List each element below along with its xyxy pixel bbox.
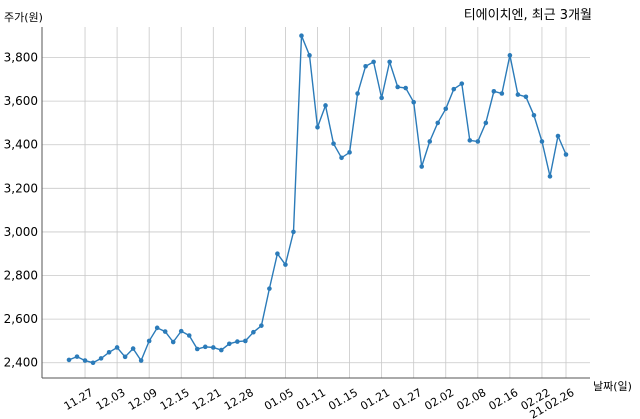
price-point (227, 341, 232, 347)
price-point (291, 229, 296, 235)
y-tick-label: 2,800 (4, 269, 38, 283)
price-point (395, 84, 400, 90)
price-point (122, 354, 128, 360)
price-point (419, 164, 425, 169)
price-point (523, 94, 529, 100)
price-point (451, 86, 457, 92)
price-point (459, 81, 465, 86)
price-point (210, 345, 216, 350)
price-point (315, 124, 320, 130)
price-point (154, 325, 160, 331)
price-point (483, 120, 489, 126)
axes (41, 27, 590, 379)
x-tick-label: 12.21 (190, 386, 224, 413)
price-point (347, 150, 352, 155)
y-tick-label: 2,600 (4, 312, 38, 326)
price-point (138, 358, 144, 363)
price-point (82, 358, 88, 363)
price-point (178, 328, 184, 334)
price-point (355, 91, 360, 96)
price-point (194, 346, 200, 352)
price-point (283, 262, 288, 267)
price-point (467, 138, 473, 143)
price-point (379, 95, 384, 101)
grid-lines (42, 27, 590, 378)
price-point (307, 53, 312, 58)
y-axis-label: 주가(원) (4, 11, 43, 24)
price-point (475, 139, 481, 144)
x-tick-label: 12.28 (222, 386, 256, 413)
y-tick-label: 3,400 (4, 138, 38, 152)
price-point (299, 33, 304, 39)
price-point (259, 323, 264, 328)
price-point (507, 53, 513, 58)
price-point (331, 141, 336, 146)
x-tick-label: 01.15 (326, 386, 360, 413)
y-tick-label: 3,000 (4, 225, 38, 239)
x-tick-label: 01.27 (390, 386, 424, 413)
price-point (539, 139, 545, 144)
x-tick-label: 02.08 (454, 386, 488, 413)
price-point (435, 120, 441, 126)
x-tick-label: 02.02 (422, 386, 456, 413)
price-point (531, 112, 537, 118)
price-point (235, 339, 240, 344)
price-point (186, 333, 192, 338)
price-point (323, 103, 328, 108)
price-point (170, 339, 176, 345)
price-point (403, 85, 408, 91)
x-tick-label: 02.16 (487, 386, 521, 413)
x-tick-label: 12.15 (158, 386, 192, 413)
y-tick-label: 3,800 (4, 51, 38, 65)
x-tick-label: 01.21 (358, 386, 392, 413)
price-point (146, 338, 152, 344)
x-tick-label: 01.05 (262, 386, 296, 413)
price-point (90, 360, 96, 366)
price-point (371, 59, 376, 65)
price-point (202, 344, 208, 350)
price-point (106, 349, 112, 355)
y-tick-label: 3,600 (4, 94, 38, 108)
price-point (499, 91, 505, 96)
y-tick-label: 2,400 (4, 356, 38, 370)
price-point (387, 59, 392, 65)
price-point (74, 354, 80, 359)
price-point (219, 347, 224, 353)
price-point (411, 99, 416, 105)
price-point (267, 286, 272, 291)
price-point (275, 251, 280, 257)
price-point (363, 63, 368, 69)
price-point (443, 106, 449, 112)
price-point (427, 139, 433, 144)
x-tick-label: 11.27 (62, 386, 96, 413)
y-tick-label: 3,200 (4, 181, 38, 195)
price-point (162, 329, 168, 334)
x-tick-label: 12.09 (126, 386, 160, 413)
price-point (515, 92, 521, 97)
x-tick-label: 01.11 (294, 386, 328, 413)
price-point (66, 357, 72, 363)
price-point (98, 356, 104, 361)
price-point (243, 338, 248, 344)
price-point (563, 152, 569, 157)
price-point (555, 133, 561, 139)
price-point (339, 155, 344, 161)
y-tick-labels: 2,400 2,600 2,800 3,000 3,200 3,400 3,600 3,800 (4, 51, 38, 370)
price-point (251, 329, 256, 335)
price-series (66, 33, 569, 366)
chart-title: 티에이치엔, 최근 3개월 (464, 8, 592, 23)
price-point (491, 89, 497, 94)
price-point (114, 345, 120, 350)
x-tick-label: 12.03 (94, 386, 128, 413)
price-point (130, 346, 136, 351)
price-point (547, 174, 553, 179)
x-axis-label: 날짜(일) (593, 379, 632, 393)
